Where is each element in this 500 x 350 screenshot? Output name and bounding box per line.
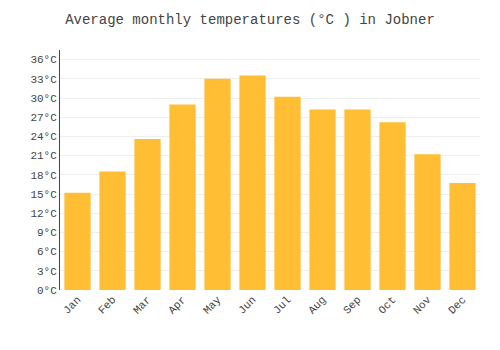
svg-text:Feb: Feb [96,294,118,316]
svg-text:Jan: Jan [61,294,83,316]
svg-text:3°C: 3°C [37,266,57,278]
svg-text:6°C: 6°C [37,246,57,258]
svg-text:12°C: 12°C [30,208,57,220]
svg-text:Apr: Apr [166,294,188,316]
svg-text:24°C: 24°C [30,131,57,143]
svg-text:Nov: Nov [411,294,434,317]
svg-text:30°C: 30°C [30,93,57,105]
svg-text:0°C: 0°C [37,285,57,297]
svg-text:Jul: Jul [271,294,293,316]
svg-text:Aug: Aug [306,294,328,316]
svg-text:Average monthly temperatures (: Average monthly temperatures (°C ) in Jo… [65,12,435,28]
svg-text:May: May [201,294,224,317]
svg-text:Sep: Sep [341,294,363,316]
svg-text:27°C: 27°C [30,112,57,124]
svg-text:9°C: 9°C [37,227,57,239]
svg-text:36°C: 36°C [30,54,57,66]
svg-text:15°C: 15°C [30,189,57,201]
svg-text:18°C: 18°C [30,170,57,182]
svg-text:Oct: Oct [376,294,398,316]
svg-text:Jun: Jun [236,294,258,316]
svg-text:Dec: Dec [446,294,468,316]
svg-text:33°C: 33°C [30,74,57,86]
svg-text:21°C: 21°C [30,150,57,162]
svg-text:Mar: Mar [131,294,153,316]
